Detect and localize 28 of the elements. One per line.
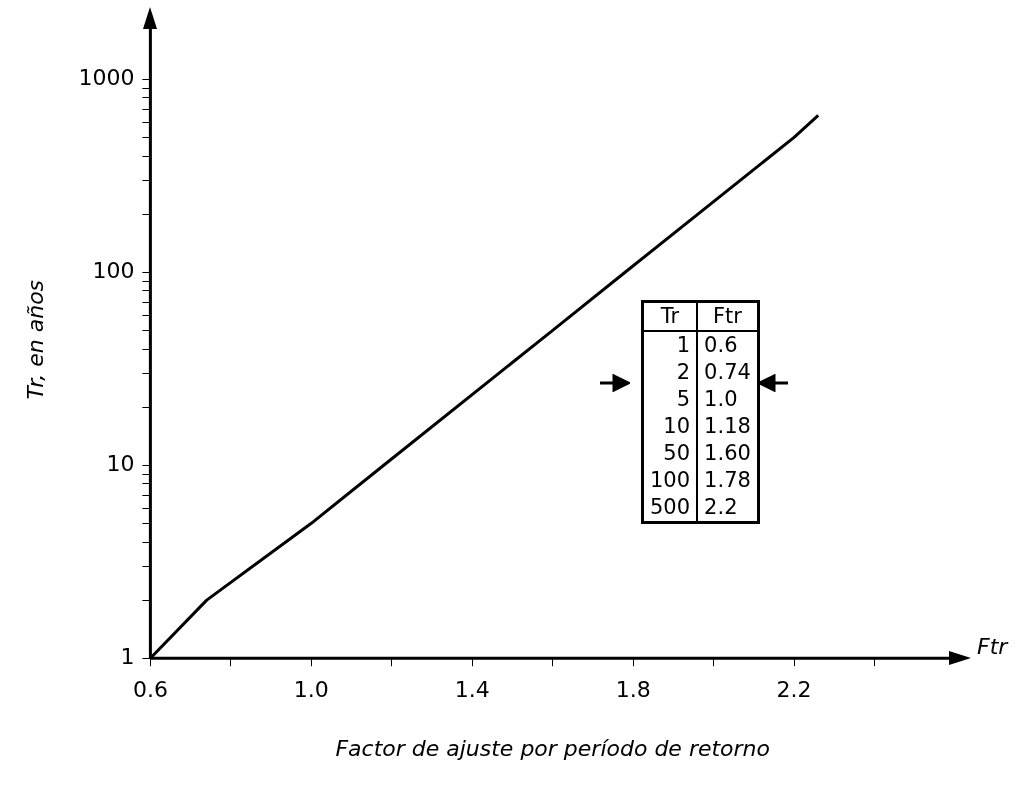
annotation: 10 [642,413,698,440]
annotation: 500 [642,494,698,523]
x-tick-label: 2.2 [776,677,812,703]
annotation: 1.0 [703,386,739,413]
x-tick-label: 1.4 [454,677,490,703]
annotation: 0.74 [703,359,752,386]
annotation: 100 [642,467,698,494]
y-tick-label: 1000 [78,65,135,91]
text: Ftr [977,633,1010,659]
annotation: Ftr [697,301,759,331]
annotation: 1.18 [703,413,752,440]
annotation: Tr [642,301,698,331]
x-tick-label: 0.6 [132,677,168,703]
annotation: 1 [642,331,698,359]
annotation: 1.60 [703,440,752,467]
y-tick-label: 1 [120,643,135,669]
x-axis-title: Factor de ajuste por período de retorno [335,735,770,761]
annotation: 0.6 [703,332,739,359]
annotation: 1.78 [703,467,752,494]
y-axis-title: Tr, en años [22,279,48,400]
y-tick-label: 100 [92,257,135,283]
x-tick-label: 1.0 [293,677,329,703]
annotation: 2 [642,359,698,386]
annotation: 2.2 [703,494,739,521]
y-tick-label: 10 [106,450,135,476]
annotation: 5 [642,386,698,413]
annotation: 50 [642,440,698,467]
x-tick-label: 1.8 [615,677,651,703]
